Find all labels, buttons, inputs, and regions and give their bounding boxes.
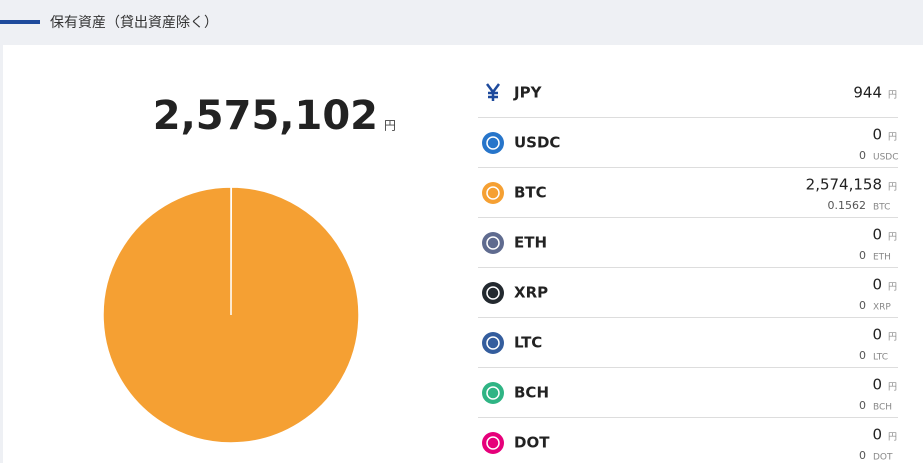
pie (102, 186, 360, 444)
asset-quantity: 0 (859, 399, 866, 412)
coin-icon-ring (486, 336, 500, 350)
asset-name: DOT (514, 434, 550, 452)
asset-symbol: USDC (873, 153, 899, 163)
pie-slice (102, 186, 360, 444)
coin-icon-ring (486, 436, 500, 450)
asset-unit: 円 (888, 132, 897, 143)
asset-name: BCH (514, 384, 549, 402)
asset-value: 0 (872, 326, 882, 344)
asset-unit: 円 (888, 282, 897, 293)
coin-icon-ring (486, 286, 500, 300)
asset-symbol: XRP (873, 303, 891, 313)
coin-icon (482, 132, 504, 154)
coin-icon (482, 432, 504, 454)
asset-unit: 円 (888, 382, 897, 393)
asset-symbol: ETH (873, 253, 891, 263)
asset-name: BTC (514, 184, 547, 202)
asset-name: USDC (514, 134, 560, 152)
asset-unit: 円 (888, 332, 897, 343)
coin-icon-ring (486, 386, 500, 400)
asset-value: 0 (872, 126, 882, 144)
asset-symbol: LTC (873, 353, 888, 363)
asset-symbol: BTC (873, 203, 890, 213)
coin-icon (482, 332, 504, 354)
asset-value: 2,574,158 (806, 176, 882, 194)
header-title: 保有資産（貸出資産除く） (50, 15, 218, 31)
coin-icon-ring (486, 236, 500, 250)
yen-icon (486, 83, 500, 101)
asset-unit: 円 (888, 182, 897, 193)
asset-symbol: BCH (873, 403, 892, 413)
asset-value: 0 (872, 226, 882, 244)
coin-icon-ring (486, 136, 500, 150)
coin-icon-ring (486, 186, 500, 200)
asset-value: 0 (872, 376, 882, 394)
asset-unit: 円 (888, 232, 897, 243)
asset-value: 944 (853, 84, 882, 102)
header-bar (0, 0, 923, 45)
coin-icon (482, 182, 504, 204)
asset-unit: 円 (888, 90, 897, 101)
total: 2,575,102 (153, 93, 378, 139)
asset-quantity: 0 (859, 299, 866, 312)
asset-name: LTC (514, 334, 542, 352)
asset-quantity: 0 (859, 149, 866, 162)
asset-value: 0 (872, 426, 882, 444)
asset-unit: 円 (888, 432, 897, 443)
asset-value: 0 (872, 276, 882, 294)
coin-icon (482, 232, 504, 254)
header-accent (0, 20, 40, 24)
asset-quantity: 0 (859, 249, 866, 262)
asset-name: JPY (513, 84, 543, 102)
asset-quantity: 0 (859, 449, 866, 462)
asset-quantity: 0.1562 (828, 199, 867, 212)
asset-name: XRP (514, 284, 548, 302)
total-unit: 円 (384, 119, 396, 133)
coin-icon (482, 282, 504, 304)
coin-icon (482, 382, 504, 404)
asset-name: ETH (514, 234, 547, 252)
asset-symbol: DOT (873, 453, 893, 463)
asset-quantity: 0 (859, 349, 866, 362)
